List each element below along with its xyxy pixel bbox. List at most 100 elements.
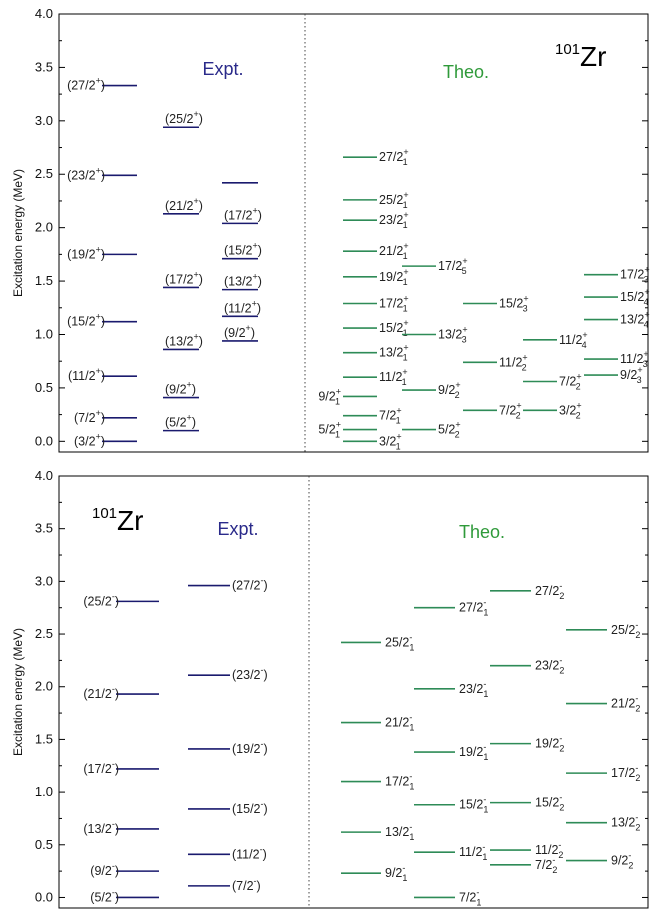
expt-level-label: (21/2+): [165, 196, 203, 213]
theo-level-label: 13/2+ 1: [379, 343, 409, 363]
expt-level-label: (19/2+): [67, 244, 105, 261]
theo-level-label: 3/2+ 2: [559, 400, 582, 420]
theo-level-label: 7/2+ 2: [499, 400, 522, 420]
theo-level-label: 7/2-2: [535, 855, 557, 875]
theo-level-label: 21/2-1: [385, 713, 414, 733]
nucleus-label: 101Zr: [92, 505, 143, 536]
y-tick-label: 3.5: [35, 59, 53, 74]
expt-level-label: (27/2-): [232, 576, 268, 593]
theo-level-label: 15/2-1: [459, 795, 488, 815]
expt-level-label: (19/2-): [232, 739, 268, 756]
expt-level-label: (15/2+): [224, 241, 262, 258]
theo-level-label: 27/2-1: [459, 598, 488, 618]
y-tick-label: 1.5: [35, 731, 53, 746]
expt-level-label: (13/2+): [165, 331, 203, 348]
theo-level-label: 9/2-2: [611, 851, 633, 871]
expt-level-label: (25/2+): [165, 109, 203, 126]
expt-level-label: (23/2+): [67, 165, 105, 182]
y-axis-label: Excitation energy (MeV): [11, 169, 25, 297]
expt-header: Expt.: [217, 519, 258, 539]
y-tick-label: 3.0: [35, 113, 53, 128]
theo-level-label: 19/2-1: [459, 742, 488, 762]
y-tick-label: 2.0: [35, 679, 53, 694]
y-tick-label: 3.5: [35, 521, 53, 536]
plot-frame: [58, 13, 649, 453]
expt-level-label: (23/2-): [232, 665, 268, 682]
theo-level-label: 19/2+ 1: [379, 267, 409, 287]
expt-level-label: (15/2-): [232, 799, 268, 816]
expt-level-label: (7/2+): [74, 408, 105, 425]
theo-level-label: 15/2+ 1: [379, 318, 409, 338]
y-tick-label: 4.0: [35, 468, 53, 483]
y-tick-label: 0.5: [35, 380, 53, 395]
theo-level-label: 11/2+ 2: [499, 352, 528, 372]
y-tick-label: 4.0: [35, 6, 53, 21]
theo-level-label: 11/2-1: [459, 842, 487, 862]
theo-level-label: 21/2+ 1: [379, 241, 409, 261]
y-tick-label: 1.0: [35, 326, 53, 341]
theo-level-label: 9/2+ 1: [318, 386, 341, 406]
expt-level-label: (9/2+): [224, 323, 255, 340]
expt-level-label: (9/2+): [165, 380, 196, 397]
expt-level-label: (11/2+): [224, 298, 261, 315]
theo-level-label: 13/2+ 4: [620, 310, 650, 330]
theo-level-label: 25/2-1: [385, 632, 414, 652]
theo-level-label: 23/2+ 1: [379, 210, 409, 230]
theo-level-label: 17/2+ 5: [438, 256, 468, 276]
theo-level-label: 15/2-2: [535, 793, 564, 813]
theo-level-label: 9/2-1: [385, 863, 407, 883]
expt-level-label: (27/2+): [67, 76, 105, 93]
theo-level-label: 17/2-1: [385, 772, 414, 792]
theo-level-label: 11/2+ 3: [620, 349, 649, 369]
theo-level-label: 15/2+ 4: [620, 287, 650, 307]
theo-level-label: 25/2-2: [611, 620, 640, 640]
y-tick-label: 2.5: [35, 166, 53, 181]
theo-level-label: 7/2-1: [459, 887, 481, 907]
theo-level-label: 5/2+ 2: [438, 420, 461, 440]
y-tick-label: 3.0: [35, 573, 53, 588]
theo-level-label: 11/2-2: [535, 840, 563, 860]
y-tick-label: 2.5: [35, 626, 53, 641]
expt-level-label: (17/2+): [224, 205, 262, 222]
y-tick-label: 0.5: [35, 837, 53, 852]
y-tick-label: 0.0: [35, 889, 53, 904]
plot-frame: [58, 475, 649, 909]
theo-header: Theo.: [459, 522, 505, 542]
expt-level-label: (7/2-): [232, 876, 261, 893]
theo-level-label: 13/2-2: [611, 813, 640, 833]
theo-level-label: 13/2-1: [385, 822, 414, 842]
expt-level-label: (21/2-): [83, 684, 119, 701]
theo-level-label: 15/2+ 3: [499, 294, 529, 314]
expt-header: Expt.: [202, 59, 243, 79]
theo-level-label: 11/2+ 1: [379, 367, 408, 387]
y-tick-label: 1.5: [35, 273, 53, 288]
expt-level-label: (11/2-): [232, 844, 267, 861]
theo-level-label: 23/2-1: [459, 679, 488, 699]
expt-level-label: (3/2+): [74, 431, 105, 448]
theo-level-label: 11/2+ 4: [559, 330, 588, 350]
chart-panel-2: 0.0 0.5 1.0 1.5 2.0 2.5 3.0 3.5 4.0 Excitation en…: [11, 468, 649, 909]
theo-level-label: 17/2+ 3: [620, 265, 650, 285]
theo-level-label: 9/2+ 2: [438, 380, 461, 400]
expt-level-label: (11/2+): [68, 366, 105, 383]
y-tick-label: 2.0: [35, 220, 53, 235]
theo-level-label: 7/2+ 1: [379, 406, 402, 426]
expt-level-label: (5/2-): [90, 887, 119, 904]
nucleus-label: 101Zr: [555, 41, 606, 72]
theo-header: Theo.: [443, 62, 489, 82]
theo-level-label: 5/2+ 1: [318, 420, 341, 440]
expt-level-label: (15/2+): [67, 312, 105, 329]
expt-level-label: (13/2-): [83, 819, 119, 836]
expt-level-label: (5/2+): [165, 413, 196, 430]
theo-level-label: 7/2+ 2: [559, 371, 582, 391]
theo-level-label: 17/2-2: [611, 763, 640, 783]
expt-level-label: (9/2-): [90, 861, 119, 878]
theo-level-label: 9/2+ 3: [620, 365, 643, 385]
theo-level-label: 3/2+ 1: [379, 431, 402, 451]
theo-level-label: 13/2+ 3: [438, 324, 468, 344]
y-tick-label: 1.0: [35, 784, 53, 799]
y-tick-label: 0.0: [35, 433, 53, 448]
expt-level-label: (25/2-): [83, 591, 119, 608]
theo-level-label: 21/2-2: [611, 694, 640, 714]
expt-level-label: (17/2+): [165, 269, 203, 286]
